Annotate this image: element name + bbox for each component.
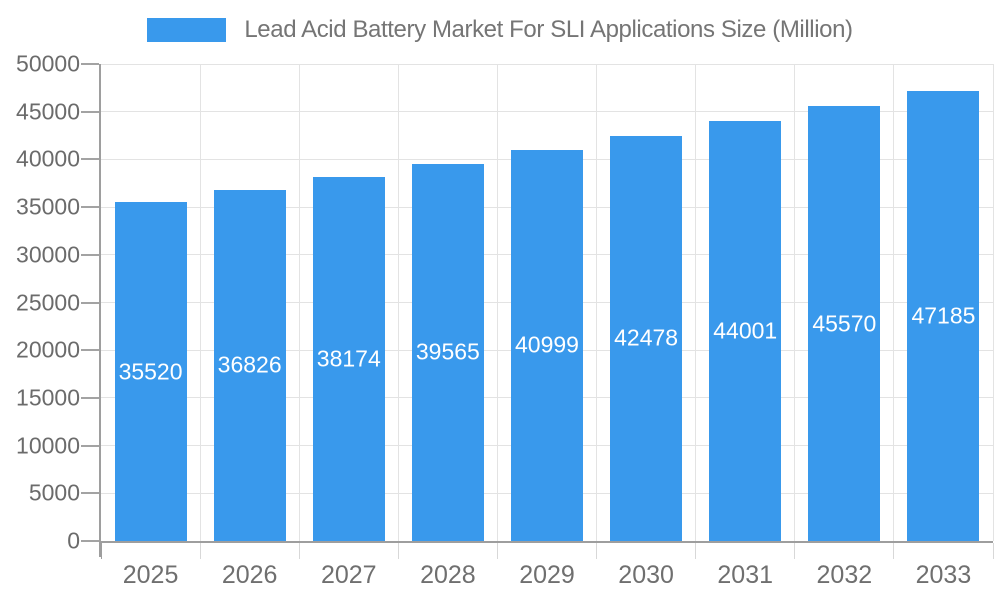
bar-value-label: 44001 — [713, 317, 778, 344]
bar-2029[interactable] — [511, 149, 583, 541]
x-axis-tick — [794, 543, 796, 559]
bar-2027[interactable] — [312, 176, 385, 541]
x-gridline — [496, 64, 498, 541]
y-axis-tick — [81, 492, 99, 495]
x-axis-tick — [596, 543, 598, 559]
x-axis-category-label: 2026 — [221, 561, 278, 589]
y-axis-tick — [81, 396, 99, 399]
x-axis-tick — [496, 543, 498, 559]
y-axis-tick — [81, 110, 99, 113]
x-axis-category-label: 2028 — [420, 561, 476, 589]
y-axis-tick — [81, 540, 99, 542]
y-axis-tick-label: 40000 — [16, 145, 80, 172]
x-axis-tick — [298, 543, 300, 559]
x-axis-category-label: 2029 — [519, 561, 575, 589]
bar-value-label: 42478 — [614, 324, 679, 351]
plot-area: 0 5000 10000 15000 20000 25000 30000 35000 40000… — [16, 51, 994, 589]
x-axis-tick — [199, 543, 201, 559]
y-axis-tick-label: 45000 — [16, 98, 80, 125]
x-axis-tick — [397, 543, 399, 559]
chart-title: Lead Acid Battery Market For SLI Applica… — [244, 16, 853, 43]
y-axis-tick-label: 25000 — [16, 289, 80, 315]
y-axis-tick — [81, 349, 99, 352]
x-axis-tick — [992, 543, 994, 559]
x-axis-tick — [695, 543, 697, 559]
x-gridline — [596, 64, 598, 541]
bar-2033[interactable] — [907, 90, 980, 541]
y-axis-tick — [81, 301, 99, 304]
bar-value-label: 47185 — [911, 302, 976, 329]
chart-legend[interactable]: Lead Acid Battery Market For SLI Applica… — [0, 16, 1000, 44]
x-axis-tick — [100, 543, 102, 559]
y-axis-tick-label: 35000 — [16, 193, 80, 220]
y-axis-tick — [81, 63, 99, 65]
y-axis-tick-label: 50000 — [16, 50, 80, 77]
x-gridline — [199, 64, 201, 541]
x-gridline — [794, 64, 796, 541]
bar-value-label: 45570 — [812, 310, 877, 337]
bar-value-label: 36826 — [217, 351, 282, 378]
y-axis-line — [99, 64, 101, 557]
x-gridline — [397, 64, 399, 541]
bar-value-label: 39565 — [415, 338, 480, 365]
x-gridline — [298, 64, 300, 541]
y-axis-tick — [81, 444, 99, 447]
x-axis-category-label: 2025 — [122, 561, 179, 589]
y-axis-tick — [81, 206, 99, 209]
y-axis-tick-label: 5000 — [28, 479, 80, 506]
bar-2028[interactable] — [411, 163, 484, 541]
bar-2030[interactable] — [610, 135, 683, 541]
x-gridline — [695, 64, 697, 541]
x-gridline — [893, 64, 895, 541]
bar-2026[interactable] — [213, 189, 286, 541]
x-axis-tick — [893, 543, 895, 559]
y-axis-tick-label: 20000 — [16, 336, 80, 363]
y-axis-tick-label: 10000 — [16, 432, 80, 459]
x-axis-category-label: 2027 — [320, 561, 377, 589]
x-axis-category-label: 2030 — [618, 561, 674, 589]
x-axis-category-label: 2031 — [717, 561, 774, 589]
bar-2031[interactable] — [709, 121, 782, 541]
y-axis-tick-label: 30000 — [16, 241, 80, 268]
y-axis-tick-label: 15000 — [16, 384, 80, 411]
y-axis-tick — [81, 253, 99, 256]
legend-swatch — [147, 18, 227, 42]
x-gridline — [992, 64, 994, 541]
bar-value-label: 38174 — [316, 345, 381, 372]
x-axis-category-label: 2033 — [915, 561, 972, 589]
x-axis-line — [99, 541, 993, 543]
x-axis-category-label: 2032 — [816, 561, 873, 589]
bar-value-label: 40999 — [515, 331, 579, 358]
y-axis-tick-label: 0 — [67, 527, 80, 554]
y-gridline — [101, 111, 993, 113]
y-gridline — [101, 63, 993, 65]
y-axis-tick — [81, 158, 99, 161]
bar-value-label: 35520 — [118, 358, 183, 385]
bar-2032[interactable] — [808, 106, 881, 541]
bar-2025[interactable] — [114, 202, 187, 541]
